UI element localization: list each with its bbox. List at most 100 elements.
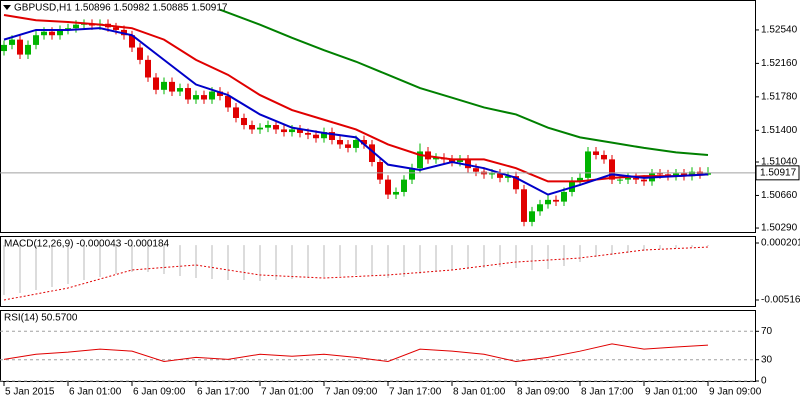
candle-body [153,77,159,90]
candle-body [417,151,423,169]
y-tick-label: 1.51040 [761,157,798,168]
candle-body [361,139,367,145]
candle-body [553,199,559,202]
candle-body [385,179,391,195]
candle-body [489,173,495,175]
candle-body [25,44,31,55]
candle-body [233,107,239,118]
candle-body [689,171,695,177]
x-tick-label: 6 Jan 09:00 [133,387,186,398]
candle-body [409,168,415,180]
menu-icon [3,5,11,10]
x-tick-label: 8 Jan 17:00 [581,387,634,398]
candle-body [609,159,615,180]
y-tick-label: 0.000201 [761,238,800,249]
candle-body [641,179,647,182]
y-tick-label: 1.52160 [761,58,798,69]
candle-body [129,35,135,48]
candle-body [473,168,479,172]
macd-panel-frame [0,236,756,307]
candle-body [297,129,303,133]
candle-body [305,132,311,135]
candle-body [209,91,215,100]
y-tick-label: 1.52540 [761,25,798,36]
candle-body [625,177,631,180]
y-tick-label: 1.50660 [761,190,798,201]
chart-layer: 1.52540 1.52160 1.51780 1.51400 1.51040 1.506… [0,3,800,398]
y-tick-label: 1.51400 [761,125,798,136]
candle-body [505,176,511,178]
y-tick-label: 1.50290 [761,223,798,234]
candle-body [449,159,455,163]
main-panel-frame [0,0,756,233]
x-tick-label: 7 Jan 09:00 [325,387,378,398]
candle-body [145,59,151,78]
candle-body [169,81,175,92]
y-tick-label: 30 [761,354,773,365]
candle-body [657,173,663,175]
candle-body [241,117,247,126]
x-tick-label: 5 Jan 2015 [5,387,55,398]
x-tick-label: 7 Jan 01:00 [261,387,314,398]
y-tick-label: -0.005168 [761,295,800,306]
candle-body [17,39,23,55]
candle-body [633,177,639,180]
rsi-line [3,343,709,362]
candle-body [273,125,279,130]
moving-average [219,8,709,156]
candle-body [561,191,567,202]
x-tick-label: 8 Jan 01:00 [453,387,506,398]
candle-body [185,88,191,100]
candle-body [313,134,319,139]
candle-body [433,157,439,160]
panel-title: MACD(12,26,9) -0.000043 -0.000184 [4,239,170,250]
candle-body [265,125,271,128]
candle-body [537,204,543,212]
x-tick-label: 9 Jan 01:00 [645,387,698,398]
candle-body [529,211,535,222]
panel-title: RSI(14) 50.5700 [4,313,78,324]
candle-body [113,27,119,30]
candle-body [321,132,327,139]
candle-body [585,151,591,178]
candle-body [193,95,199,100]
candle-body [521,189,527,222]
candle-body [217,91,223,96]
candle-body [593,151,599,155]
price-box [755,165,800,181]
x-tick-label: 9 Jan 09:00 [709,387,762,398]
x-tick-label: 8 Jan 09:00 [517,387,570,398]
x-tick-label: 6 Jan 01:00 [69,387,122,398]
candle-body [161,81,167,90]
candle-body [1,44,7,52]
candle-body [393,191,399,195]
candle-body [201,95,207,100]
candle-body [513,176,519,190]
candle-body [401,179,407,192]
candle-body [617,179,623,181]
candle-body [9,39,15,45]
panel-title: GBPUSD,H1 1.50896 1.50982 1.50885 1.5091… [14,3,228,14]
candle-body [369,144,375,163]
candle-body [601,154,607,160]
candle-body [497,173,503,178]
candle-body [345,144,351,148]
candle-body [57,29,63,36]
candle-body [281,129,287,133]
y-tick-label: 1.51780 [761,91,798,102]
y-tick-label: 70 [761,326,773,337]
candle-body [545,199,551,205]
candle-body [337,139,343,145]
x-tick-label: 7 Jan 17:00 [389,387,442,398]
moving-average [3,13,709,183]
candle-body [465,159,471,169]
candle-body [705,172,711,175]
candle-body [257,127,263,130]
candle-body [73,24,79,29]
candle-body [329,132,335,140]
candle-body [41,31,47,36]
candle-body [49,31,55,36]
